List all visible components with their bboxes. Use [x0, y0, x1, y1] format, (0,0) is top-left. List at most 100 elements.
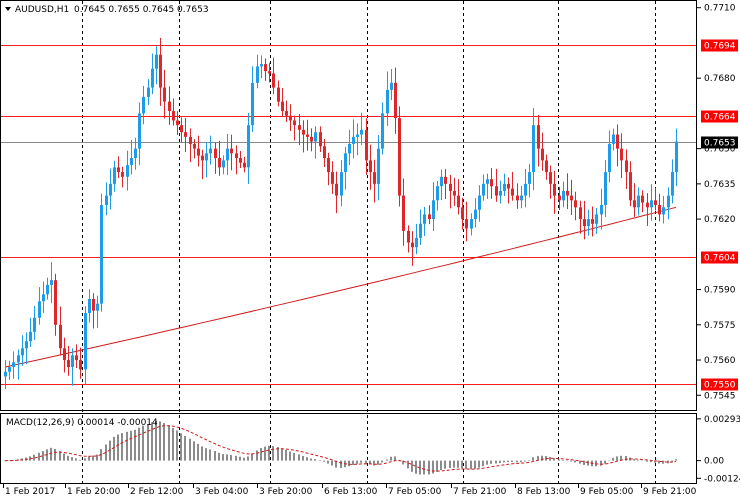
candle — [172, 98, 175, 126]
candle-body — [629, 172, 632, 201]
candle-body — [478, 195, 481, 210]
candle-body — [155, 54, 158, 69]
candle — [528, 164, 531, 198]
macd-bar — [365, 460, 367, 464]
candle-body — [96, 303, 99, 311]
vertical-grid — [82, 1, 656, 483]
candle-body — [335, 183, 338, 196]
time-tick-label: 9 Feb 05:00 — [580, 487, 634, 497]
candle-body — [587, 219, 590, 227]
macd-bar — [444, 460, 446, 469]
candle — [335, 171, 338, 214]
candle — [646, 193, 649, 226]
candle-body — [444, 176, 447, 184]
macd-bar — [168, 425, 170, 461]
ohlc-readout: 0.7645 0.7655 0.7645 0.7653 — [74, 5, 209, 15]
candle-body — [381, 113, 384, 149]
macd-bar — [230, 455, 232, 461]
macd-bar — [436, 460, 438, 472]
macd-bar — [340, 460, 342, 468]
time-tick-label: 3 Feb 04:00 — [195, 487, 249, 497]
candle — [503, 173, 506, 197]
price-tick-label: 0.7635 — [704, 180, 736, 190]
macd-bar — [453, 460, 455, 468]
macd-bar — [17, 459, 19, 461]
candle — [625, 149, 628, 189]
macd-bar — [675, 459, 677, 461]
macd-bar — [96, 454, 98, 461]
candle-body — [230, 148, 233, 154]
candle-body — [516, 195, 519, 201]
macd-bar — [298, 454, 300, 461]
macd-bar — [402, 460, 404, 465]
macd-bar — [293, 452, 295, 461]
macd-bar — [440, 460, 442, 470]
candle — [524, 168, 527, 208]
macd-bar — [386, 459, 388, 461]
candle — [394, 67, 397, 134]
macd-bar — [117, 434, 119, 461]
macd-bar — [214, 451, 216, 461]
candle-body — [658, 205, 661, 215]
macd-bar — [134, 429, 136, 461]
candle — [348, 129, 351, 166]
macd-bar — [394, 456, 396, 461]
price-tick-label: 0.7590 — [704, 286, 736, 296]
candle-body — [180, 125, 183, 133]
candle — [92, 293, 95, 329]
candle-body — [348, 143, 351, 154]
candle — [545, 154, 548, 180]
candle-body — [100, 205, 103, 304]
chart-header: AUDUSD,H1 0.7645 0.7655 0.7645 0.7653 — [5, 5, 209, 15]
macd-bar — [562, 460, 564, 461]
candle-body — [4, 371, 7, 377]
candle-body — [436, 186, 439, 201]
macd-bar — [327, 460, 329, 464]
macd-bar — [574, 460, 576, 463]
candle-body — [520, 195, 523, 201]
candle-body — [251, 82, 254, 126]
macd-bar — [222, 454, 224, 461]
candle-body — [168, 101, 171, 112]
candle-body — [84, 313, 87, 370]
candle — [126, 150, 129, 191]
candle-body — [415, 237, 418, 248]
macd-bar — [256, 450, 258, 461]
level-tag-label: 0.7550 — [704, 381, 736, 391]
macd-bar — [449, 460, 451, 469]
macd-bar — [616, 456, 618, 461]
macd-bar — [302, 455, 304, 461]
time-tick-label: 1 Feb 2017 — [5, 487, 55, 497]
candle — [620, 133, 623, 179]
macd-bar — [113, 436, 115, 461]
dropdown-triangle-icon[interactable] — [5, 7, 11, 11]
candle-body — [528, 172, 531, 184]
candle — [675, 128, 678, 187]
candle-body — [105, 195, 108, 205]
candle — [641, 190, 644, 213]
candle-body — [595, 214, 598, 224]
candle-body — [470, 219, 473, 229]
candle-body — [71, 355, 74, 368]
macd-bar — [461, 460, 463, 469]
candle — [411, 231, 414, 266]
macd-bar — [12, 459, 14, 461]
candle — [38, 287, 41, 325]
macd-bar — [201, 446, 203, 461]
macd-bar — [625, 456, 627, 461]
candle — [277, 80, 280, 107]
candle — [532, 107, 535, 191]
level-tag — [701, 378, 738, 391]
candle-body — [235, 153, 238, 159]
candle — [658, 193, 661, 222]
candle — [579, 200, 582, 234]
candle-body — [260, 64, 263, 67]
macd-bar — [59, 451, 61, 461]
candle — [134, 137, 137, 170]
macd-bar — [620, 455, 622, 461]
time-tick-label: 7 Feb 21:00 — [453, 487, 507, 497]
candle-body — [620, 148, 623, 161]
candle-body — [264, 64, 267, 72]
candle-body — [356, 134, 359, 137]
